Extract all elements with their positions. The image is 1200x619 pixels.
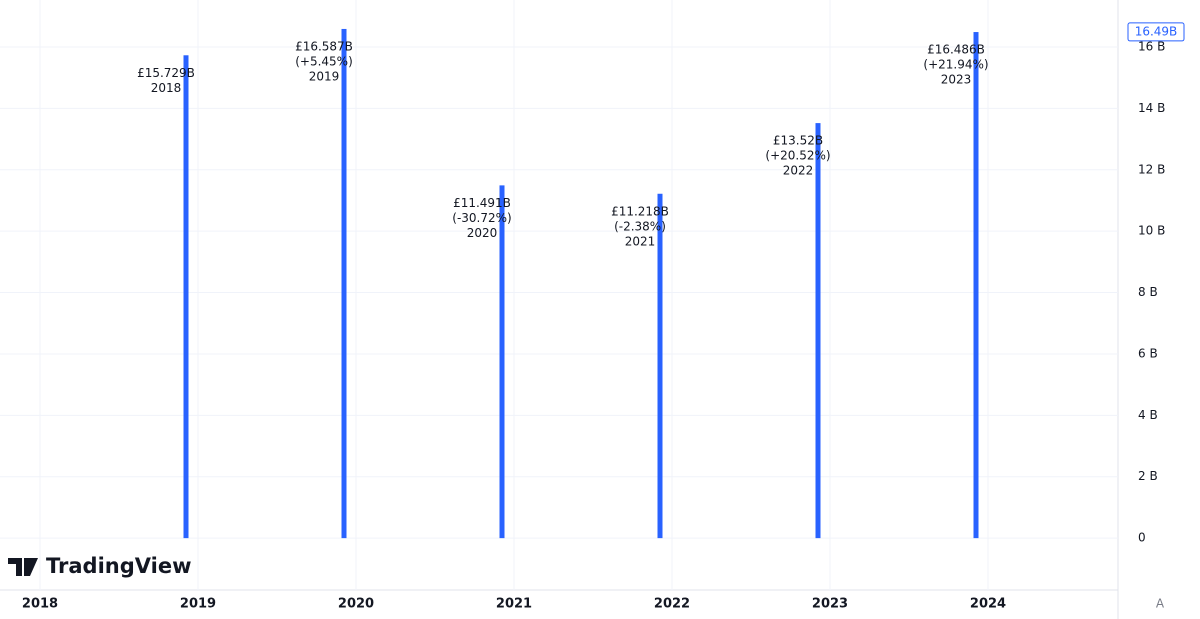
bar-year-label: 2020 <box>467 226 498 240</box>
y-tick-label: 14 B <box>1138 101 1165 115</box>
bar <box>657 193 663 539</box>
x-tick-label: 2019 <box>180 597 216 612</box>
x-tick-label: 2018 <box>22 597 58 612</box>
logo: TradingView <box>8 554 191 578</box>
bar <box>183 55 189 539</box>
last-value-label: 16.49B <box>1135 24 1178 38</box>
bar-year-label: 2019 <box>309 69 340 83</box>
y-tick-label: 0 <box>1138 531 1146 545</box>
bar-year-label: 2022 <box>783 164 814 178</box>
bar <box>815 123 821 539</box>
x-tick-label: 2021 <box>496 597 532 612</box>
bar-value-label: £13.52B <box>773 134 823 148</box>
bar-year-label: 2018 <box>151 81 182 95</box>
bar-year-label: 2023 <box>941 73 972 87</box>
y-tick-label: 12 B <box>1138 162 1165 176</box>
bar-change-label: (+5.45%) <box>295 54 353 68</box>
bar-value-label: £11.218B <box>611 204 669 218</box>
x-tick-label: 2023 <box>812 597 848 612</box>
auto-scale-label[interactable]: A <box>1156 597 1165 611</box>
y-tick-label: 4 B <box>1138 408 1158 422</box>
last-value-box <box>1127 22 1185 42</box>
y-tick-label: 10 B <box>1138 224 1165 238</box>
y-tick-label: 6 B <box>1138 346 1158 360</box>
bar <box>973 32 979 539</box>
bar-value-label: £16.486B <box>927 43 985 57</box>
y-tick-label: 8 B <box>1138 285 1158 299</box>
bar-value-label: £16.587B <box>295 39 353 53</box>
bar-change-label: (+20.52%) <box>765 149 830 163</box>
bar-change-label: (-2.38%) <box>614 219 666 233</box>
bar-year-label: 2021 <box>625 234 656 248</box>
bar-change-label: (+21.94%) <box>923 58 988 72</box>
x-tick-label: 2024 <box>970 597 1006 612</box>
logo-icon <box>8 558 38 576</box>
watermark: TradingView <box>46 554 191 578</box>
bar-value-label: £11.491B <box>453 196 511 210</box>
y-tick-label: 2 B <box>1138 469 1158 483</box>
bar-value-label: £15.729B <box>137 66 195 80</box>
bar <box>499 185 505 539</box>
y-tick-label: 16 B <box>1138 39 1165 53</box>
bar-change-label: (-30.72%) <box>452 211 511 225</box>
x-tick-label: 2022 <box>654 597 690 612</box>
x-tick-label: 2020 <box>338 597 374 612</box>
bar <box>341 28 347 539</box>
auto-scale-button[interactable] <box>1150 594 1170 614</box>
